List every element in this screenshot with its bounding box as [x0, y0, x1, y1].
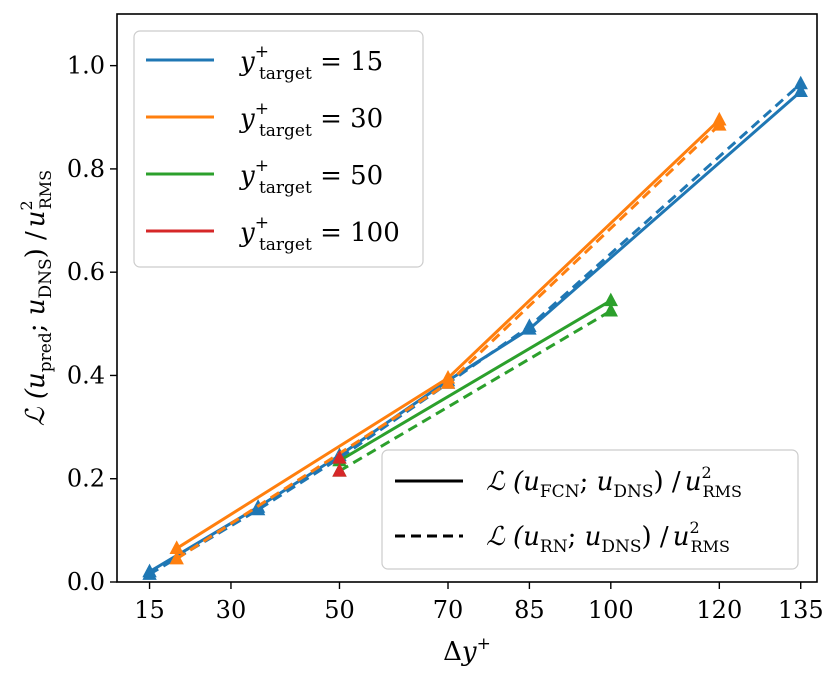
series-3-rn-marker [332, 462, 347, 477]
style-legend-box [381, 449, 799, 570]
series-1-rn-marker [169, 550, 184, 565]
legend-label-0: y+ target = 15 [239, 42, 383, 84]
series-2-rn-marker [603, 302, 618, 317]
series-0-fcn-marker [793, 83, 808, 98]
series-1-fcn-marker [169, 540, 184, 555]
x-tick-label: 120 [696, 596, 742, 624]
series-3-fcn-marker [332, 450, 347, 464]
x-tick-label: 135 [778, 596, 824, 624]
style-legend-label-0: ℒ (uFCN; uDNS) / u2 RMS [486, 463, 742, 502]
series-0-rn-line [148, 82, 802, 576]
series-0-rn-marker [142, 566, 157, 580]
y-tick-label: 0.4 [67, 361, 105, 389]
y-tick-label: 0.8 [67, 155, 105, 183]
x-tick-label: 30 [216, 596, 247, 624]
y-tick-label: 0.0 [67, 568, 105, 596]
y-tick-label: 0.2 [67, 465, 105, 493]
series-1-rn-marker [440, 375, 456, 389]
x-tick-label: 70 [433, 596, 464, 624]
series-0-rn-marker [522, 318, 537, 332]
legend-label-1: y+ target = 30 [239, 99, 383, 141]
legends: y+ target = 15 y+ target = 30 y+ target = 50 y… [133, 30, 799, 570]
x-tick-label: 85 [514, 596, 545, 624]
x-axis-label: Δy+ [443, 634, 491, 667]
y-tick-label: 0.6 [67, 258, 105, 286]
legend-label-2: y+ target = 50 [239, 156, 383, 198]
style-legend: ℒ (uFCN; uDNS) / u2 RMS ℒ (uRN; uDNS) / u2 RM… [381, 449, 799, 570]
series-2-rn-line [338, 309, 612, 473]
plot-area [142, 75, 808, 580]
legend-label-3: y+ target = 100 [239, 213, 400, 255]
series-2-fcn-marker [603, 292, 618, 307]
series-legend: y+ target = 15 y+ target = 30 y+ target = 50 y… [133, 30, 424, 268]
series-0-rn-marker [250, 501, 266, 516]
y-tick-label: 1.0 [67, 52, 105, 80]
x-tick-label: 15 [134, 596, 165, 624]
y-axis-label: ℒ (upred; uDNS) /u2RMS [17, 170, 56, 426]
series-legend-box [133, 30, 424, 268]
axes-frame [116, 13, 818, 583]
x-tick-label: 100 [588, 596, 634, 624]
series-0-rn-marker [793, 75, 808, 90]
axes: 15 30 50 70 85 100 120 135 0.0 0.2 0.4 0.6 0.8 1.0 Δy+… [17, 13, 824, 667]
series-2-fcn-line [338, 299, 612, 462]
style-legend-label-1: ℒ (uRN; uDNS) / u2 RMS [486, 518, 730, 557]
x-tick-label: 50 [324, 596, 355, 624]
series-1-rn-marker [712, 117, 727, 131]
